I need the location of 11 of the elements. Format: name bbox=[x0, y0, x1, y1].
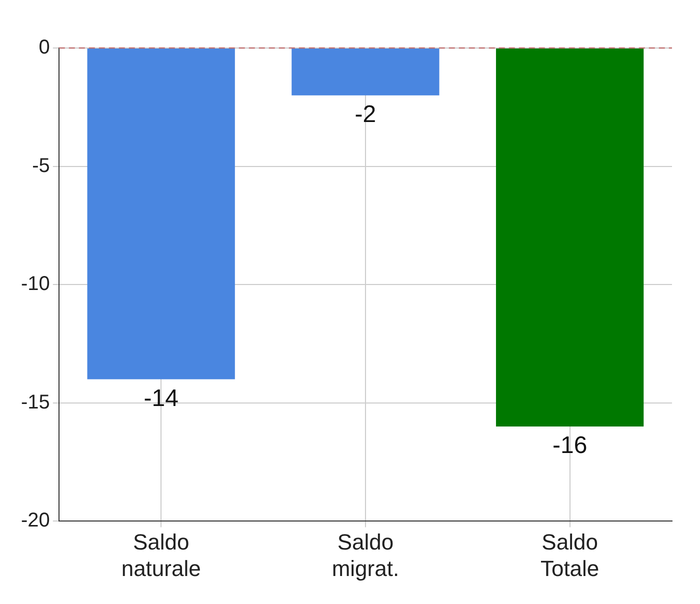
x-tick-label: Saldo migrat. bbox=[332, 529, 400, 581]
data-label: -14 bbox=[144, 384, 178, 412]
y-tick-label: -20 bbox=[21, 510, 50, 532]
y-tick-label: -15 bbox=[21, 391, 50, 414]
y-tick-label: 0 bbox=[38, 36, 50, 59]
data-label: -2 bbox=[354, 100, 376, 128]
data-label: -16 bbox=[552, 432, 588, 460]
x-tick-label: Saldo Totale bbox=[540, 529, 600, 581]
x-tick-label: Saldo naturale bbox=[121, 529, 201, 581]
y-tick-label: -5 bbox=[32, 154, 50, 177]
y-tick-label: -10 bbox=[21, 273, 50, 296]
